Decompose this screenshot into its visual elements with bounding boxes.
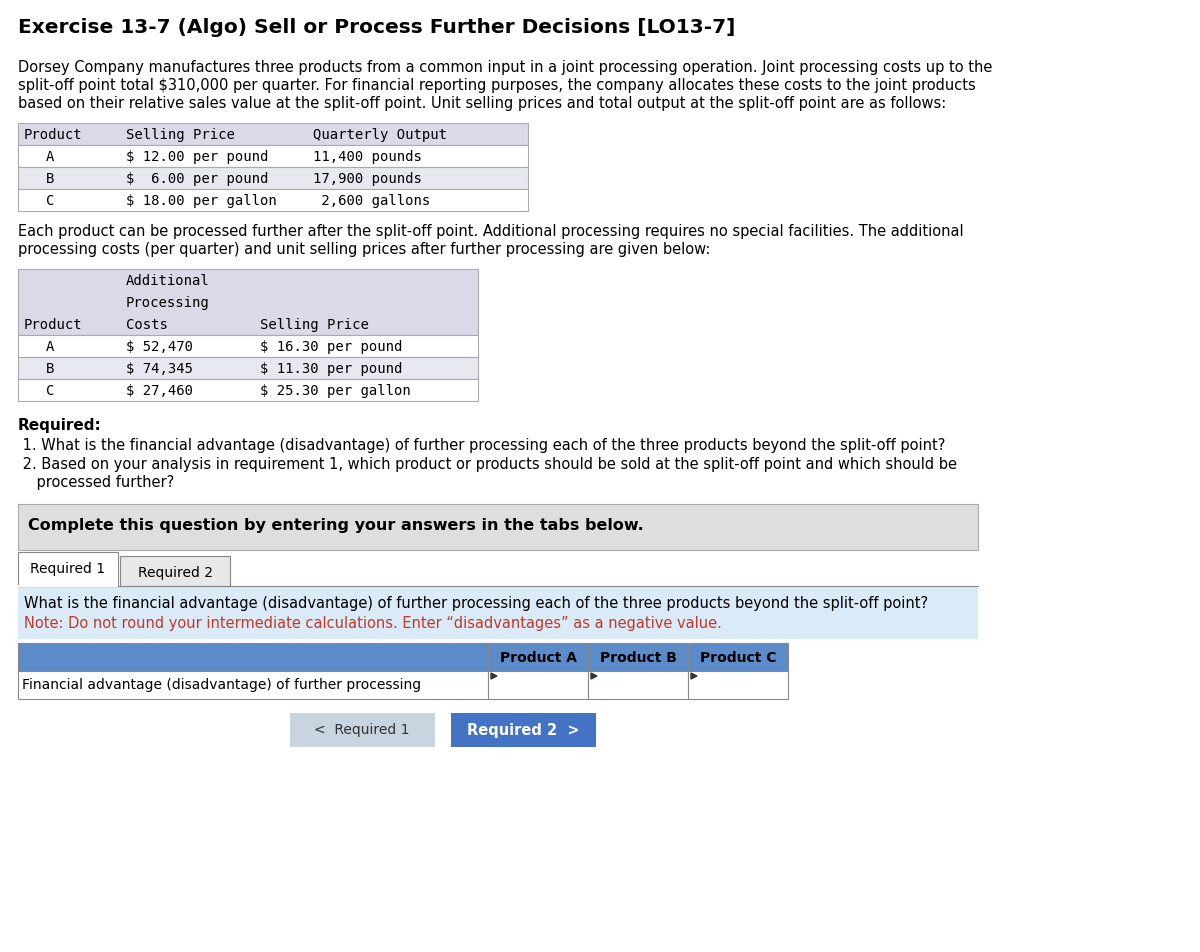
Text: Complete this question by entering your answers in the tabs below.: Complete this question by entering your …	[28, 518, 643, 532]
Text: 2. Based on your analysis in requirement 1, which product or products should be : 2. Based on your analysis in requirement…	[18, 457, 958, 471]
Bar	[18, 189, 528, 211]
Text: Selling Price: Selling Price	[126, 128, 235, 142]
Polygon shape	[592, 673, 598, 680]
Bar	[18, 671, 488, 700]
Text: $ 27,460: $ 27,460	[126, 384, 193, 398]
Text: split-off point total $310,000 per quarter. For financial reporting purposes, th: split-off point total $310,000 per quart…	[18, 78, 976, 93]
Text: 17,900 pounds: 17,900 pounds	[313, 171, 422, 186]
Bar	[18, 336, 478, 358]
Polygon shape	[491, 673, 497, 680]
Text: Required 1: Required 1	[30, 562, 106, 575]
Text: Product: Product	[24, 128, 83, 142]
Text: Required:: Required:	[18, 418, 102, 432]
Text: <  Required 1: < Required 1	[314, 723, 409, 736]
Bar	[18, 587, 978, 640]
Text: Note: Do not round your intermediate calculations. Enter “disadvantages” as a ne: Note: Do not round your intermediate cal…	[24, 615, 722, 630]
Text: processing costs (per quarter) and unit selling prices after further processing : processing costs (per quarter) and unit …	[18, 242, 710, 257]
Text: $ 74,345: $ 74,345	[126, 362, 193, 376]
Text: 2,600 gallons: 2,600 gallons	[313, 194, 431, 208]
Text: Exercise 13-7 (Algo) Sell or Process Further Decisions [LO13-7]: Exercise 13-7 (Algo) Sell or Process Fur…	[18, 18, 736, 37]
Text: Additional: Additional	[126, 274, 210, 288]
Text: B: B	[46, 171, 54, 186]
Bar	[120, 556, 230, 586]
Bar	[18, 552, 118, 586]
Text: 11,400 pounds: 11,400 pounds	[313, 149, 422, 164]
Bar	[18, 124, 528, 146]
Text: Each product can be processed further after the split-off point. Additional proc: Each product can be processed further af…	[18, 224, 964, 239]
Text: Product C: Product C	[700, 650, 776, 664]
Text: processed further?: processed further?	[18, 474, 174, 489]
Bar	[588, 644, 688, 671]
Text: $ 12.00 per pound: $ 12.00 per pound	[126, 149, 269, 164]
Text: $ 52,470: $ 52,470	[126, 340, 193, 353]
Text: B: B	[46, 362, 54, 376]
Text: Product A: Product A	[499, 650, 576, 664]
Text: Product: Product	[24, 318, 83, 331]
Text: Financial advantage (disadvantage) of further processing: Financial advantage (disadvantage) of fu…	[22, 677, 421, 691]
Bar	[488, 644, 588, 671]
Text: C: C	[46, 194, 54, 208]
Bar	[18, 505, 978, 550]
Bar	[18, 168, 528, 189]
Text: Dorsey Company manufactures three products from a common input in a joint proces: Dorsey Company manufactures three produc…	[18, 60, 992, 75]
Text: Costs: Costs	[126, 318, 168, 331]
Bar	[18, 358, 478, 380]
Bar	[18, 585, 118, 587]
Text: Required 2: Required 2	[138, 565, 212, 580]
Bar	[688, 671, 788, 700]
Text: Selling Price: Selling Price	[260, 318, 368, 331]
Text: $ 16.30 per pound: $ 16.30 per pound	[260, 340, 402, 353]
Text: What is the financial advantage (disadvantage) of further processing each of the: What is the financial advantage (disadva…	[24, 595, 928, 610]
Bar	[290, 713, 436, 747]
Text: 1. What is the financial advantage (disadvantage) of further processing each of : 1. What is the financial advantage (disa…	[18, 438, 946, 452]
Bar	[451, 713, 596, 747]
Text: A: A	[46, 149, 54, 164]
Text: $ 18.00 per gallon: $ 18.00 per gallon	[126, 194, 277, 208]
Text: C: C	[46, 384, 54, 398]
Text: Product B: Product B	[600, 650, 677, 664]
Bar	[18, 146, 528, 168]
Text: Quarterly Output: Quarterly Output	[313, 128, 446, 142]
Bar	[588, 671, 688, 700]
Text: A: A	[46, 340, 54, 353]
Polygon shape	[691, 673, 697, 680]
Bar	[18, 269, 478, 336]
Bar	[18, 380, 478, 402]
Text: $ 11.30 per pound: $ 11.30 per pound	[260, 362, 402, 376]
Bar	[18, 644, 488, 671]
Text: $  6.00 per pound: $ 6.00 per pound	[126, 171, 269, 186]
Text: $ 25.30 per gallon: $ 25.30 per gallon	[260, 384, 410, 398]
Bar	[488, 671, 588, 700]
Text: based on their relative sales value at the split-off point. Unit selling prices : based on their relative sales value at t…	[18, 96, 947, 110]
Text: Required 2  >: Required 2 >	[467, 723, 580, 737]
Text: Processing: Processing	[126, 296, 210, 309]
Bar	[688, 644, 788, 671]
